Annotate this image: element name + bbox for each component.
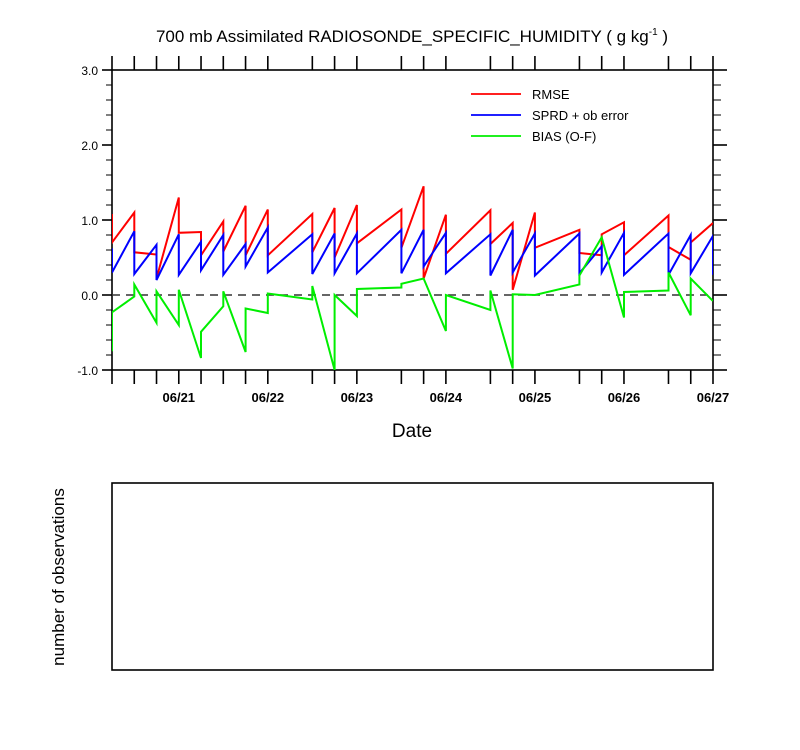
top-x-axis-label: Date bbox=[392, 421, 432, 442]
chart-title: 700 mb Assimilated RADIOSONDE_SPECIFIC_H… bbox=[156, 27, 668, 46]
plot-frame bbox=[111, 482, 714, 671]
x-tick-label: 06/22 bbox=[252, 390, 285, 405]
chart-title-suffix: ) bbox=[658, 27, 668, 46]
series-line-sprd-ob-error bbox=[112, 223, 713, 281]
y-tick-label: 1.0 bbox=[81, 214, 98, 228]
y-tick-label: 0.0 bbox=[81, 289, 98, 303]
bottom-y-axis-label: number of observations bbox=[49, 488, 68, 666]
series-line-rmse bbox=[112, 185, 713, 291]
y-tick-label: 3.0 bbox=[81, 64, 98, 78]
series-line-bias-o-f bbox=[112, 234, 713, 370]
bottom-plot bbox=[111, 482, 714, 671]
x-tick-label: 06/25 bbox=[519, 390, 552, 405]
x-tick-label: 06/23 bbox=[341, 390, 374, 405]
x-tick-label: 06/26 bbox=[608, 390, 641, 405]
x-tick-label: 06/27 bbox=[697, 390, 730, 405]
legend-label: BIAS (O-F) bbox=[532, 129, 596, 144]
x-tick-label: 06/21 bbox=[163, 390, 196, 405]
chart-title-main: 700 mb Assimilated RADIOSONDE_SPECIFIC_H… bbox=[156, 27, 649, 46]
y-tick-label: -1.0 bbox=[77, 364, 98, 378]
y-tick-label: 2.0 bbox=[81, 139, 98, 153]
legend-label: RMSE bbox=[532, 87, 570, 102]
top-plot: 06/21 06/22 06/23 06/24 06/25 06/26 06/27 -1.0 0… bbox=[77, 56, 729, 405]
chart-title-superscript: -1 bbox=[649, 27, 658, 38]
x-tick-label: 06/24 bbox=[430, 390, 463, 405]
legend-label: SPRD + ob error bbox=[532, 108, 629, 123]
